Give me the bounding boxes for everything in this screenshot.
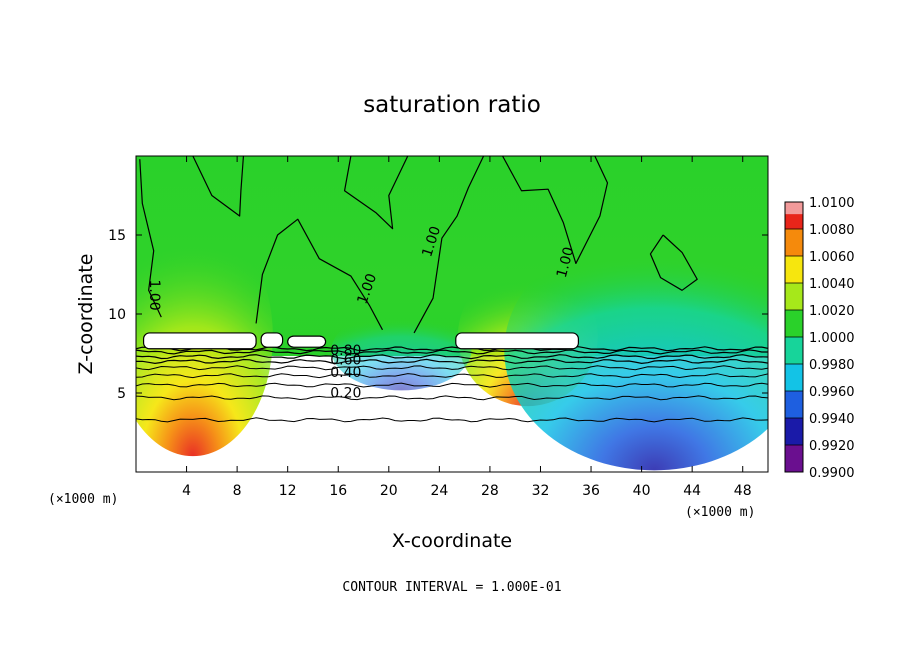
colorbar-swatch (785, 256, 803, 283)
x-tick-label: 16 (329, 483, 347, 499)
x-tick-label: 28 (481, 483, 499, 499)
colorbar-label: 1.0000 (809, 331, 855, 346)
cloud-contour (260, 332, 284, 348)
contour-line (136, 395, 768, 401)
contour-line (136, 373, 768, 379)
colorbar: 0.9900 0.9920 0.9940 0.9960 0.9980 1.0000 1.00… (784, 196, 855, 481)
colorbar-swatch (785, 283, 803, 310)
contour-line (649, 234, 698, 291)
colorbar-swatch (785, 310, 803, 337)
colorbar-label: 0.9980 (809, 358, 855, 373)
contour-line (136, 349, 768, 355)
x-tick-label: 40 (633, 483, 651, 499)
y-axis-label: Z-coordinate (75, 254, 97, 375)
colorbar-label: 0.9920 (809, 439, 855, 454)
colorbar-label: 1.0100 (809, 196, 855, 211)
contour-label-group: 1.00 (146, 279, 162, 310)
colorbar-label: 1.0020 (809, 304, 855, 319)
contour-label: 1.00 (554, 245, 578, 279)
x-tick-label: 44 (683, 483, 701, 499)
colorbar-label: 1.0080 (809, 223, 855, 238)
plot-area: 1.00 1.001.001.000.800.600.400.20 (136, 156, 768, 472)
contour-line (255, 218, 384, 331)
contour-line (502, 156, 609, 265)
colorbar-swatch (785, 418, 803, 445)
contour-line (136, 346, 768, 352)
cool-region (331, 310, 472, 391)
colorbar-swatch (785, 364, 803, 391)
colorbar-label: 0.9960 (809, 385, 855, 400)
x-axis-label: X-coordinate (392, 530, 512, 552)
colorbar-swatch (785, 337, 803, 364)
colorbar-label: 0.9940 (809, 412, 855, 427)
x-tick-label: 12 (279, 483, 297, 499)
contour-line (413, 156, 485, 334)
contour-label-group: 0.60 (330, 353, 361, 369)
contour-label-group: 0.40 (330, 365, 361, 381)
contour-interval-note: CONTOUR INTERVAL = 1.000E-01 (342, 580, 561, 595)
contour-label: 0.60 (330, 353, 361, 369)
contour-line (192, 156, 245, 217)
chart-title: saturation ratio (363, 92, 541, 118)
y-tick-label: 10 (108, 307, 126, 323)
cloud-contour (142, 332, 257, 350)
colorbar-label: 0.9900 (809, 466, 855, 481)
colorbar-swatch-top (785, 202, 803, 215)
x-tick-label: 8 (233, 483, 242, 499)
contour-label: 0.20 (330, 386, 361, 402)
contour-label-group: 0.80 (330, 343, 361, 359)
contour-line (136, 358, 768, 365)
y-tick-label: 5 (117, 386, 126, 402)
contour-label-group: 1.00 (554, 245, 578, 279)
colorbar-swatch (785, 229, 803, 256)
x-tick-label: 36 (582, 483, 600, 499)
y-tick-label: 15 (108, 228, 126, 244)
x-tick-label: 32 (532, 483, 550, 499)
colorbar-swatch (785, 391, 803, 418)
x-unit-label-right: (×1000 m) (685, 505, 755, 520)
cloud-contour (455, 332, 579, 350)
x-tick-label: 20 (380, 483, 398, 499)
contour-line (139, 159, 162, 318)
contour-line (136, 417, 768, 423)
x-unit-label-left: (×1000 m) (48, 492, 118, 507)
contour-label-group: 0.20 (330, 386, 361, 402)
colorbar-label: 1.0060 (809, 250, 855, 265)
cloud-contour (287, 335, 327, 348)
contour-label: 0.80 (330, 343, 361, 359)
contour-label: 1.00 (146, 279, 162, 310)
x-tick-label: 4 (182, 483, 191, 499)
contour-label: 0.40 (330, 365, 361, 381)
cool-region (504, 230, 768, 471)
contour-line (136, 382, 768, 388)
x-tick-label: 24 (430, 483, 448, 499)
contour-line (136, 354, 768, 360)
contour-line (343, 156, 409, 230)
colorbar-swatch (785, 445, 803, 472)
colorbar-label: 1.0040 (809, 277, 855, 292)
x-tick-label: 48 (734, 483, 752, 499)
contour-line (136, 365, 768, 371)
